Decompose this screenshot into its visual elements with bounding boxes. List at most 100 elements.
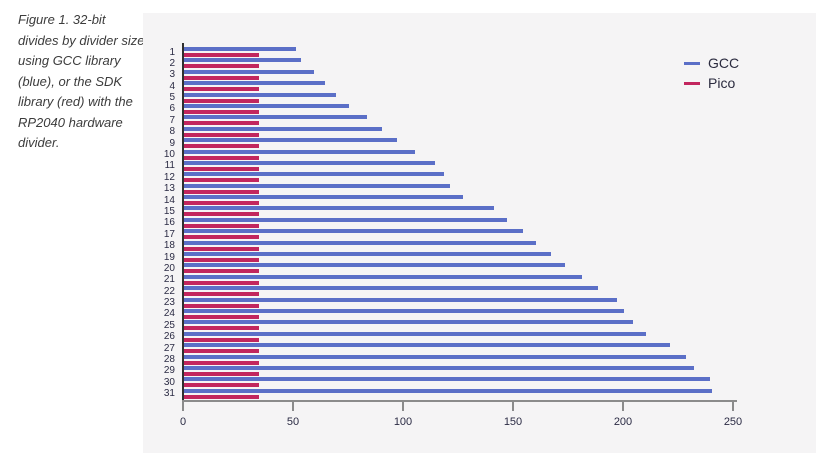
chart-row: 16 [164, 217, 784, 229]
bar-pico [184, 166, 259, 171]
chart-row: 17 [164, 229, 784, 240]
bar-pico [184, 87, 259, 92]
y-axis-label: 18 [163, 240, 175, 252]
figure-caption: Figure 1. 32-bit divides by divider size… [18, 12, 145, 150]
x-axis-tick-label: 50 [286, 416, 300, 428]
y-axis-label: 27 [163, 342, 175, 354]
y-axis-label: 12 [163, 171, 175, 183]
bar-pico [184, 201, 259, 206]
bar-gcc [184, 320, 633, 325]
bar-pico [184, 349, 259, 354]
bar-gcc [184, 297, 618, 302]
bar-gcc [184, 331, 646, 336]
x-axis-tick [292, 402, 294, 411]
bar-gcc [184, 183, 451, 188]
chart-row: 25 [164, 320, 784, 331]
chart-row: 19 [164, 252, 784, 263]
bar-gcc [184, 149, 415, 154]
bar-pico [184, 223, 259, 228]
bar-gcc [184, 252, 552, 257]
bar-pico [184, 383, 259, 388]
chart-row: 22 [164, 286, 784, 297]
chart-row: 29 [164, 365, 784, 377]
bar-gcc [184, 115, 367, 120]
chart-row: 7 [169, 115, 784, 126]
y-axis-label: 25 [163, 319, 175, 331]
bar-pico [184, 75, 259, 80]
bar-pico [184, 326, 259, 331]
bar-gcc [184, 274, 583, 279]
bar-pico [184, 269, 259, 274]
chart-row: 6 [169, 103, 784, 115]
chart-row: 21 [164, 274, 784, 286]
bar-gcc [184, 377, 710, 382]
legend-swatch-icon [684, 81, 700, 85]
chart-row: 28 [164, 354, 784, 366]
bar-gcc [184, 58, 301, 63]
bar-pico [184, 64, 259, 69]
bar-pico [184, 280, 259, 285]
bar-pico [184, 109, 259, 114]
x-axis-tick-label: 150 [503, 416, 523, 428]
y-axis-label: 1 [169, 46, 175, 58]
y-axis-label: 11 [164, 160, 175, 172]
y-axis-label: 8 [169, 126, 175, 138]
bar-pico [184, 53, 259, 57]
chart-row: 15 [164, 206, 784, 217]
y-axis-label: 14 [163, 194, 175, 206]
chart-row: 18 [164, 240, 784, 252]
chart-row: 24 [164, 308, 784, 320]
chart-row: 20 [164, 263, 784, 274]
bar-pico [184, 132, 259, 137]
bar-pico [184, 246, 259, 251]
chart-row: 9 [169, 138, 784, 149]
y-axis-label: 29 [163, 365, 175, 377]
y-axis-label: 5 [169, 92, 175, 104]
bar-pico [184, 258, 259, 263]
legend-item-pico: Pico [684, 75, 739, 91]
legend-item-gcc: GCC [684, 55, 739, 71]
bar-gcc [184, 126, 382, 131]
bar-gcc [184, 195, 464, 200]
y-axis-label: 4 [169, 80, 175, 92]
bar-gcc [184, 81, 325, 86]
bar-pico [184, 144, 259, 149]
y-axis-label: 26 [163, 331, 175, 343]
y-axis-label: 3 [169, 69, 175, 81]
chart-row: 3 [169, 69, 784, 81]
bar-gcc [184, 354, 686, 359]
bar-gcc [184, 69, 314, 74]
chart-row: 23 [164, 297, 784, 309]
chart-row: 1 [169, 47, 784, 58]
chart-row: 4 [169, 81, 784, 92]
y-axis-label: 22 [163, 285, 175, 297]
bar-pico [184, 371, 259, 376]
x-axis-tick [512, 402, 514, 411]
bar-gcc [184, 286, 598, 291]
bar-pico [184, 292, 259, 297]
bar-pico [184, 337, 259, 342]
bar-gcc [184, 365, 695, 370]
bar-pico [184, 314, 259, 319]
y-axis-line [182, 43, 184, 402]
chart-row: 30 [164, 377, 784, 388]
y-axis-label: 15 [163, 205, 175, 217]
x-axis-tick-label: 250 [723, 416, 743, 428]
y-axis-label: 28 [163, 354, 175, 366]
x-axis-line [182, 400, 737, 402]
bar-pico [184, 394, 259, 399]
bar-gcc [184, 138, 398, 143]
chart-row: 10 [164, 149, 784, 161]
chart-row: 31 [164, 388, 784, 400]
bar-pico [184, 178, 259, 183]
x-axis-tick [622, 402, 624, 411]
y-axis-label: 30 [163, 376, 175, 388]
bar-gcc [184, 172, 444, 177]
bar-pico [184, 189, 259, 194]
legend-label: GCC [708, 55, 740, 71]
bar-gcc [184, 240, 536, 245]
y-axis-label: 9 [169, 137, 175, 149]
bars-area: 1 2 3 4 5 6 7 8 9 10 11 12 13 14 15 16 17 18 19 20 21 22 23 24 2… [164, 47, 784, 400]
bar-gcc [184, 103, 349, 108]
